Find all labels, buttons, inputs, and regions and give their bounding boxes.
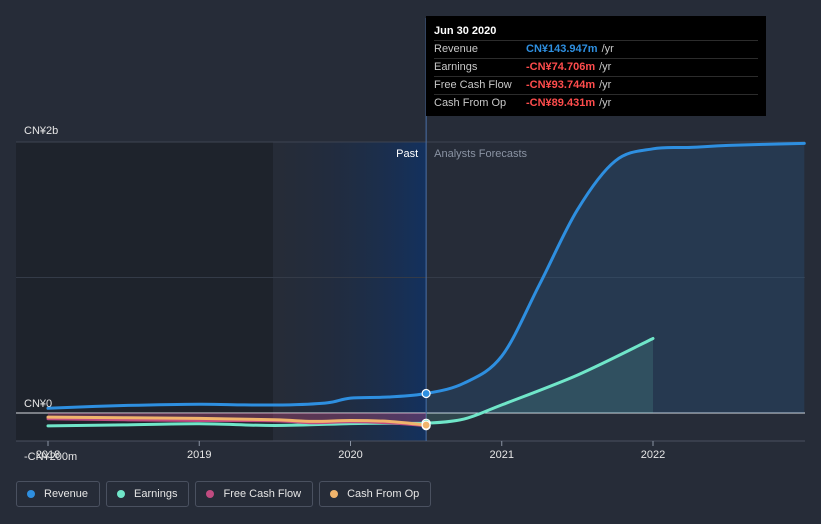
legend-dot-icon — [330, 490, 339, 498]
tooltip-date: Jun 30 2020 — [434, 25, 497, 37]
y-tick-label: CN¥0 — [24, 398, 52, 410]
tooltip-row-free-cash-flow: Free Cash Flow -CN¥93.744m /yr — [434, 76, 758, 94]
legend-item-cash-from-op[interactable]: Cash From Op — [319, 481, 432, 507]
data-point-cash-from-op — [421, 420, 431, 430]
legend-item-earnings[interactable]: Earnings — [106, 481, 190, 507]
tooltip-label: Earnings — [434, 61, 478, 73]
x-tick-label: 2020 — [338, 449, 362, 461]
tooltip-value: -CN¥93.744m — [526, 79, 596, 91]
legend-label: Earnings — [134, 488, 178, 500]
tooltip-unit: /yr — [599, 79, 612, 91]
x-tick-label: 2021 — [490, 449, 514, 461]
past-shade-highlight — [273, 142, 427, 441]
tooltip-row-cash-from-op: Cash From Op -CN¥89.431m /yr — [434, 94, 758, 112]
chart-legend: Revenue Earnings Free Cash Flow Cash Fro… — [16, 481, 432, 507]
past-shade-dark — [16, 142, 273, 441]
series-line-revenue — [46, 141, 806, 410]
x-tick-label: 2022 — [641, 449, 665, 461]
legend-dot-icon — [206, 490, 215, 498]
legend-dot-icon — [117, 490, 126, 498]
x-tick-label: 2019 — [187, 449, 211, 461]
legend-item-free-cash-flow[interactable]: Free Cash Flow — [195, 481, 314, 507]
hover-tooltip: Jun 30 2020 Revenue CN¥143.947m /yr Earn… — [426, 16, 766, 116]
legend-label: Free Cash Flow — [223, 488, 302, 500]
tooltip-unit: /yr — [601, 43, 614, 55]
forecast-area-revenue — [426, 143, 805, 413]
tooltip-value: -CN¥74.706m — [526, 61, 596, 73]
forecast-area-earnings — [426, 338, 653, 424]
past-label: Past — [396, 148, 418, 160]
x-tick-label: 2018 — [36, 449, 60, 461]
legend-dot-icon — [27, 490, 35, 498]
y-tick-label: -CN¥200m — [24, 451, 77, 463]
data-point-revenue — [421, 388, 431, 399]
tooltip-label: Cash From Op — [434, 97, 507, 109]
tooltip-label: Revenue — [434, 43, 479, 55]
tooltip-unit: /yr — [599, 61, 612, 73]
tooltip-row-revenue: Revenue CN¥143.947m /yr — [434, 40, 758, 58]
tooltip-label: Free Cash Flow — [434, 79, 512, 91]
legend-label: Revenue — [44, 488, 89, 500]
tooltip-value: -CN¥89.431m — [526, 97, 596, 109]
tooltip-row-earnings: Earnings -CN¥74.706m /yr — [434, 58, 758, 76]
tooltip-value: CN¥143.947m — [526, 43, 598, 55]
y-tick-label: CN¥2b — [24, 125, 58, 137]
legend-label: Cash From Op — [347, 488, 420, 500]
series-line-cash-from-op — [46, 415, 428, 427]
tooltip-unit: /yr — [599, 97, 612, 109]
forecast-label: Analysts Forecasts — [434, 148, 527, 160]
legend-item-revenue[interactable]: Revenue — [16, 481, 101, 507]
